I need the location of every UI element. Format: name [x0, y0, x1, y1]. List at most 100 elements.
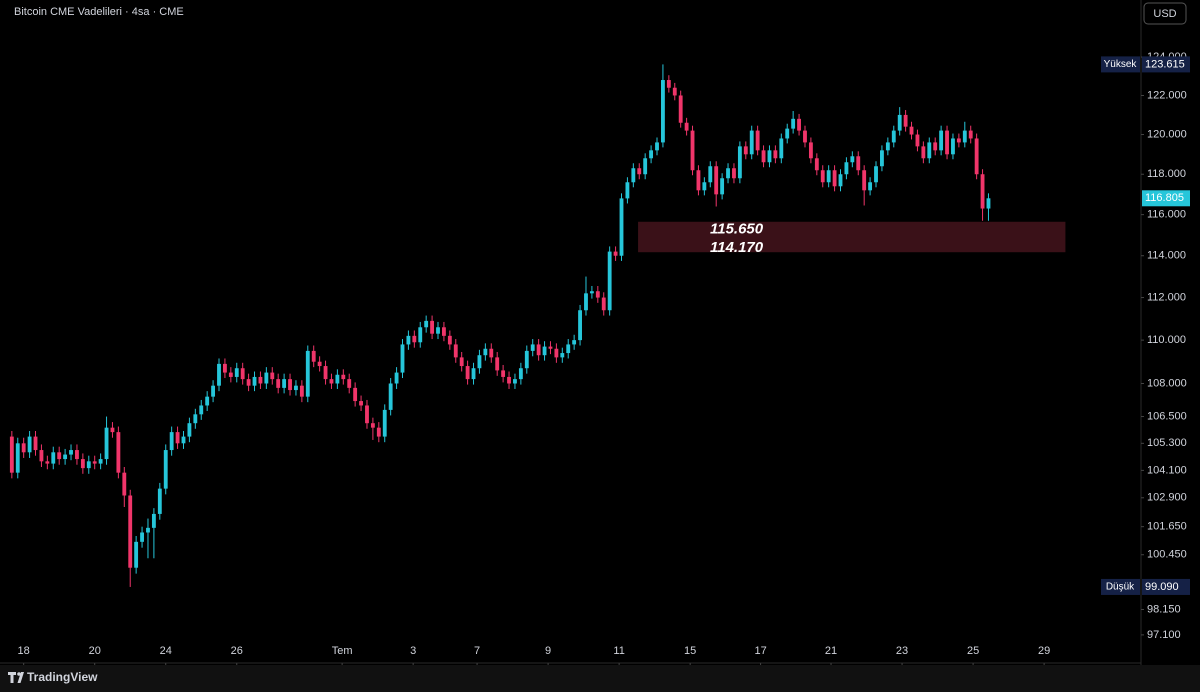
candle-body: [305, 350, 310, 397]
candle-body: [388, 383, 393, 410]
candle-body: [548, 346, 553, 349]
candle-body: [252, 376, 257, 386]
low-label: Düşük: [1106, 582, 1135, 593]
x-tick-label: 26: [231, 645, 243, 657]
candle-body: [903, 114, 908, 127]
candle-body: [524, 350, 529, 369]
candle-body: [187, 423, 192, 437]
candle-body: [222, 363, 227, 373]
candle-body: [880, 150, 884, 167]
currency-label[interactable]: USD: [1153, 8, 1176, 20]
y-tick-label: 118.000: [1147, 168, 1186, 180]
x-tick-label: 9: [545, 645, 551, 657]
candle-body: [702, 182, 707, 191]
y-tick-label: 106.500: [1147, 410, 1187, 422]
y-tick-label: 104.100: [1147, 464, 1187, 476]
candle-body: [619, 198, 624, 256]
candle-body: [193, 414, 198, 424]
candle-body: [690, 130, 695, 171]
candle-body: [418, 327, 423, 343]
candle-body: [933, 142, 938, 151]
candle-body: [868, 182, 873, 191]
candle-body: [536, 344, 541, 356]
candle-body: [382, 409, 387, 437]
high-label: Yüksek: [1104, 59, 1138, 70]
candle-body: [21, 443, 26, 453]
candle-body: [939, 130, 944, 151]
brand-name: TradingView: [27, 670, 98, 684]
candle-body: [92, 461, 97, 464]
candle-body: [560, 353, 565, 358]
candle-body: [9, 436, 14, 473]
candle-body: [956, 138, 961, 143]
candle-body: [637, 168, 642, 175]
footer-bar: [0, 665, 1200, 692]
candle-body: [80, 459, 85, 469]
x-tick-label: 17: [754, 645, 766, 657]
candle-body: [57, 452, 62, 460]
x-tick-label: 29: [1038, 645, 1050, 657]
candle-body: [927, 142, 932, 159]
candle-body: [39, 450, 44, 462]
candle-body: [151, 513, 156, 528]
candle-body: [294, 385, 298, 391]
candle-body: [27, 436, 32, 453]
candle-body: [246, 379, 251, 386]
candle-body: [785, 128, 790, 139]
candle-body: [962, 130, 967, 143]
currency-button[interactable]: [1143, 2, 1187, 25]
candle-body: [814, 158, 819, 171]
candle-body: [666, 80, 671, 88]
candle-body: [856, 156, 861, 171]
candle-body: [116, 432, 121, 473]
candle-body: [311, 350, 316, 362]
candle-body: [359, 401, 363, 406]
y-tick-label: 101.650: [1147, 521, 1187, 533]
candle-body: [909, 126, 914, 135]
candle-body: [51, 452, 56, 464]
candle-body: [353, 387, 358, 402]
candle-body: [264, 372, 269, 384]
candle-body: [655, 142, 659, 151]
x-tick-label: 15: [684, 645, 696, 657]
candle-body: [323, 366, 328, 380]
candle-body: [595, 291, 600, 298]
candle-body: [234, 368, 239, 377]
candle-body: [613, 251, 618, 256]
zone-bottom-label: 114.170: [710, 239, 764, 256]
candle-body: [921, 146, 926, 159]
candle-body: [110, 427, 115, 433]
candle-body: [820, 170, 825, 183]
candle-body: [489, 348, 494, 358]
candle-body: [477, 355, 482, 369]
x-tick-label: 23: [896, 645, 908, 657]
candle-body: [761, 150, 766, 163]
brand-logo: [8, 672, 24, 683]
candle-body: [465, 366, 470, 380]
candle-body: [684, 122, 689, 131]
candle-body: [874, 166, 878, 183]
y-tick-label: 120.000: [1147, 128, 1187, 140]
x-tick-label: 7: [474, 645, 480, 657]
candle-body: [678, 95, 683, 123]
y-tick-label: 97.100: [1147, 629, 1181, 641]
candle-body: [282, 379, 287, 388]
high-value-box: [1142, 56, 1190, 73]
zone-top-label: 115.650: [710, 221, 764, 238]
candle-body: [299, 385, 304, 397]
x-tick-label: 11: [613, 645, 624, 657]
candle-body: [773, 150, 778, 159]
candle-body: [335, 374, 340, 384]
candle-body: [240, 368, 245, 380]
candle-body: [329, 379, 334, 384]
candle-body: [737, 146, 742, 179]
candle-body: [513, 379, 517, 384]
low-value-label: 99.090: [1145, 581, 1179, 593]
candle-body: [643, 158, 648, 175]
low-label-box: [1101, 578, 1140, 595]
chart-title: Bitcoin CME Vadelileri · 4sa · CME: [14, 6, 184, 18]
candle-body: [826, 170, 831, 183]
candle-body: [169, 432, 174, 451]
candle-body: [181, 436, 186, 444]
